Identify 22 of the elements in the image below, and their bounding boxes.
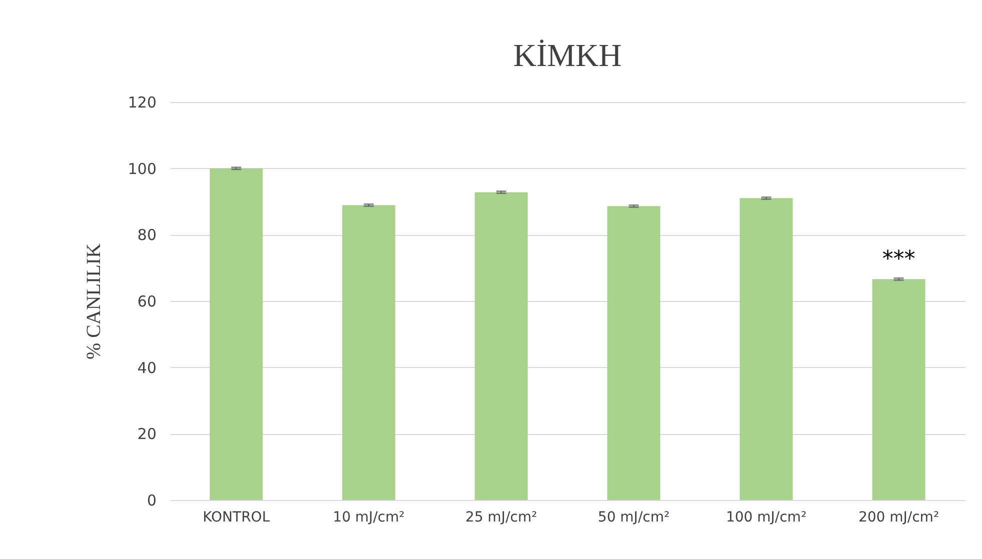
bar <box>872 279 926 500</box>
chart-title: KİMKH <box>513 37 622 73</box>
y-tick-label: 60 <box>137 292 156 310</box>
x-tick-label: 25 mJ/cm² <box>465 510 538 526</box>
bar <box>474 192 528 500</box>
annotation: *** <box>882 247 916 272</box>
x-tick-label: 10 mJ/cm² <box>332 510 405 526</box>
y-tick-label: 80 <box>137 226 156 244</box>
bar <box>740 198 793 500</box>
x-tick-label: 50 mJ/cm² <box>598 510 670 526</box>
bar <box>607 206 660 500</box>
y-tick-label: 100 <box>128 160 156 178</box>
y-tick-label: 0 <box>146 492 156 510</box>
y-tick-label: 20 <box>137 425 156 444</box>
y-tick-label: 120 <box>128 94 156 112</box>
y-axis-title: % CANLILIK <box>82 242 105 360</box>
y-tick-label: 40 <box>137 358 156 377</box>
x-tick-label: 100 mJ/cm² <box>726 510 807 526</box>
x-tick-label: KONTROL <box>202 510 270 526</box>
bar <box>210 168 263 500</box>
x-tick-label: 200 mJ/cm² <box>858 510 940 526</box>
bar <box>342 205 396 500</box>
